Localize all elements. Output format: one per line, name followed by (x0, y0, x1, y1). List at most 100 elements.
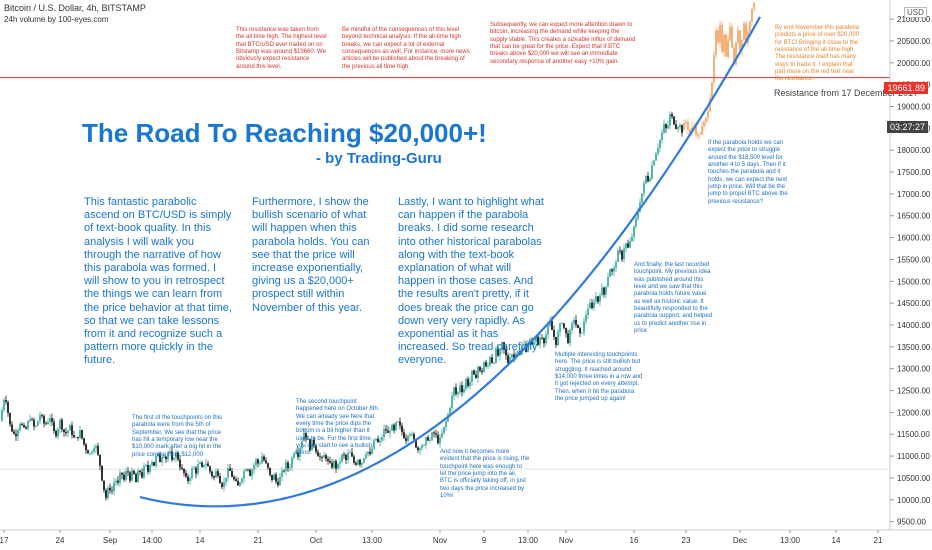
candle-body (227, 468, 229, 478)
candle-body (287, 462, 289, 469)
candle-body (481, 370, 483, 373)
time-tick-label: Oct (310, 536, 323, 545)
candle-body (137, 470, 139, 483)
candle-body (365, 454, 367, 459)
price-tick-label: 20000.00 (897, 59, 931, 68)
candle-body (25, 427, 27, 429)
parabola-curve (139, 16, 761, 508)
candle-body (203, 464, 205, 467)
candle-body (185, 473, 187, 477)
candle-body (135, 473, 137, 483)
candle-body (585, 314, 587, 322)
candle-body (377, 438, 379, 443)
candle-body (49, 418, 51, 422)
candle-body (279, 476, 281, 486)
candle-body (421, 445, 423, 449)
candle-body (651, 165, 653, 179)
candle-body (617, 250, 619, 262)
candle-body (725, 34, 727, 57)
candle-body (325, 455, 327, 460)
candlestick-series (1, 111, 683, 501)
candle-body (641, 193, 643, 203)
candle-body (83, 438, 85, 445)
candle-body (329, 461, 331, 463)
candle-body (273, 474, 275, 480)
candle-body (5, 399, 7, 402)
candle-body (207, 463, 209, 467)
candle-body (307, 438, 309, 440)
candle-body (367, 451, 369, 455)
candle-body (705, 117, 707, 122)
candle-body (11, 424, 13, 432)
candle-body (237, 481, 239, 486)
candle-body (151, 461, 153, 466)
price-tick-label: 15000.00 (897, 277, 931, 286)
candle-body (105, 490, 107, 498)
volume-header: 24h volume by 100-eyes.com (4, 15, 109, 24)
candle-body (703, 121, 705, 127)
time-tick-label: 14:00 (142, 536, 163, 545)
candle-body (461, 385, 463, 393)
candle-body (653, 160, 655, 166)
price-tick-label: 13500.00 (897, 343, 931, 352)
candle-body (337, 463, 339, 469)
price-tick-label: 11000.00 (897, 452, 930, 461)
candle-body (527, 343, 529, 352)
candle-body (211, 471, 213, 477)
candle-body (41, 415, 43, 417)
candle-body (419, 448, 421, 451)
price-tick-label: 17000.00 (897, 190, 931, 199)
candle-body (715, 30, 717, 56)
candle-body (465, 378, 467, 389)
candle-body (33, 419, 35, 427)
candle-body (601, 287, 603, 296)
annotation-touchpoint-2: The second touchpoint happened here on O… (296, 399, 380, 457)
candle-body (621, 250, 623, 260)
price-tick-label: 21000.00 (897, 15, 931, 24)
candle-body (313, 439, 315, 446)
candle-body (31, 419, 33, 421)
candle-body (251, 469, 253, 476)
candle-body (505, 349, 507, 356)
candle-body (179, 459, 181, 468)
candle-body (679, 125, 681, 128)
candle-body (129, 472, 131, 481)
candle-body (485, 362, 487, 367)
time-tick-label: 9 (482, 536, 487, 545)
annotation-touchpoint-1: The first of the touchpoints on this par… (132, 415, 223, 458)
candle-body (357, 459, 359, 465)
candle-body (587, 308, 589, 315)
candle-body (93, 448, 95, 452)
candle-body (589, 302, 591, 309)
time-tick-label: 23 (682, 536, 691, 545)
candle-body (263, 456, 265, 461)
candle-body (173, 457, 175, 460)
candle-body (439, 437, 441, 444)
candle-body (229, 468, 231, 471)
candle-body (113, 482, 115, 492)
countdown-tag: 03:27:27 (886, 121, 928, 133)
candle-body (535, 336, 537, 342)
candle-body (359, 459, 361, 465)
candle-body (749, 21, 751, 32)
candle-body (727, 40, 729, 57)
candle-body (61, 419, 63, 430)
annotation-resistance-consequences: Be mindful of the consequences of this l… (342, 27, 470, 70)
candle-body (435, 433, 437, 435)
candle-body (373, 440, 375, 449)
candle-body (363, 458, 365, 463)
candle-body (719, 24, 721, 43)
currency-tag[interactable]: USD (904, 7, 927, 18)
candle-body (295, 452, 297, 454)
candle-body (555, 336, 557, 346)
price-tick-label: 15500.00 (897, 255, 931, 264)
candle-body (459, 385, 461, 393)
candle-body (565, 327, 567, 334)
projection-series (683, 1, 755, 140)
candle-body (695, 126, 697, 136)
chart-subtitle: - by Trading-Guru (316, 150, 442, 167)
candle-body (217, 471, 219, 476)
candle-body (707, 111, 709, 118)
candle-body (497, 348, 499, 356)
candle-body (239, 482, 241, 486)
